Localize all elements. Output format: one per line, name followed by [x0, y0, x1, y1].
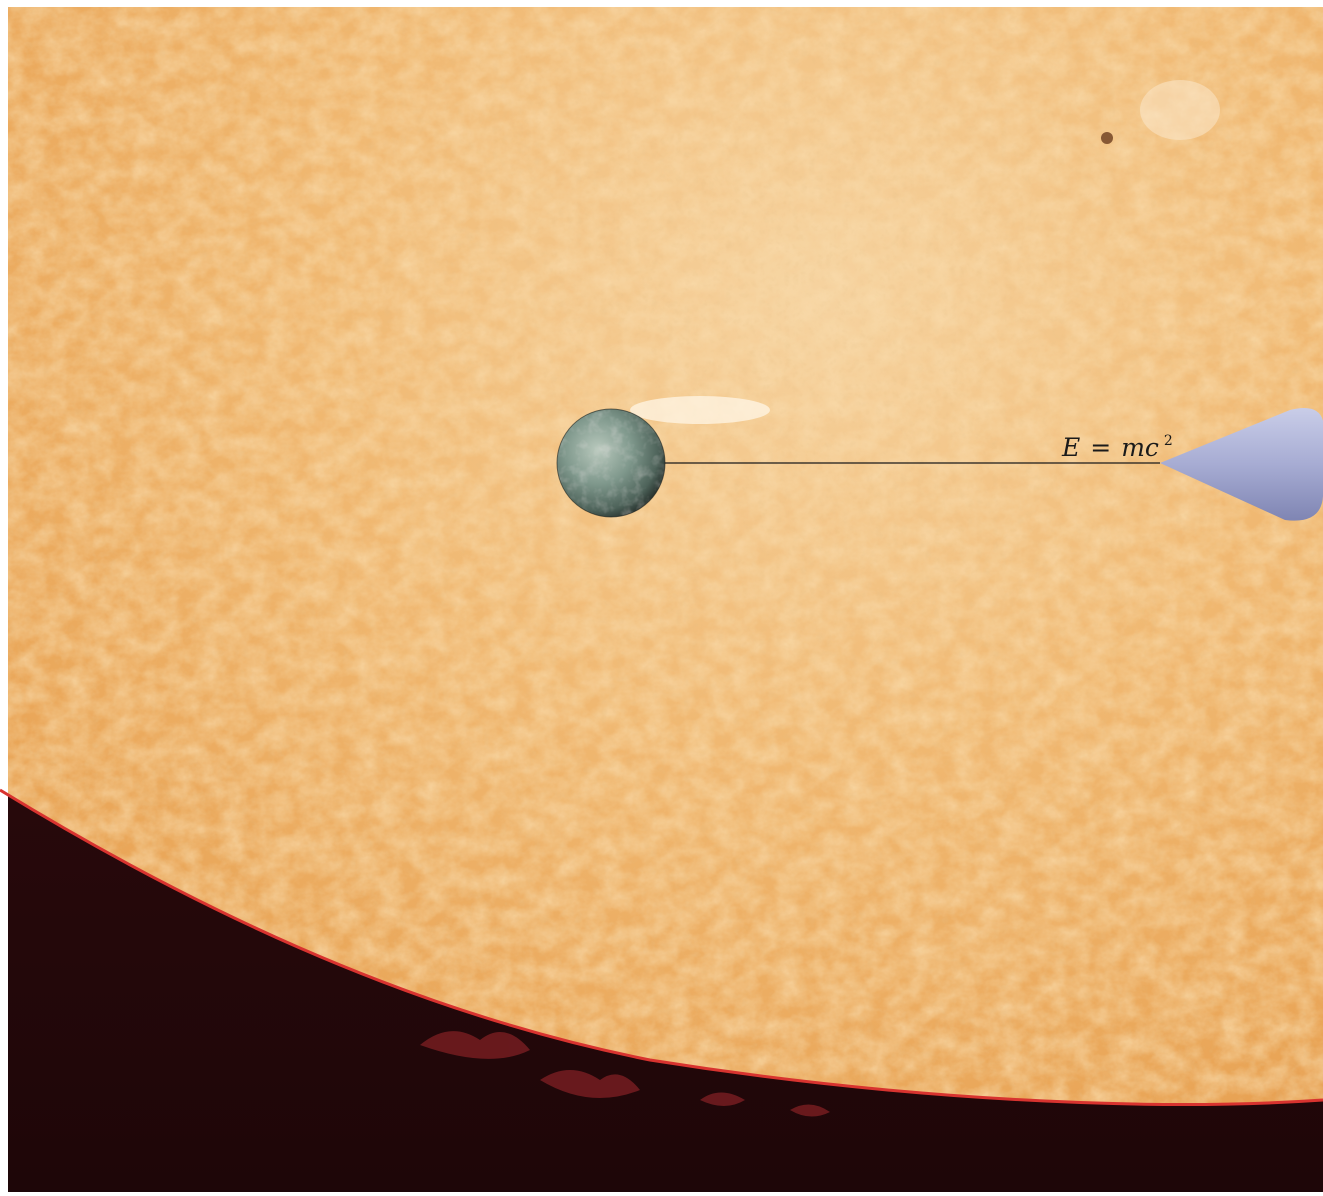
formula-label: E = mc 2 [1061, 433, 1173, 462]
planet [556, 408, 666, 518]
solar-prominences [420, 1031, 830, 1117]
sun-limb [0, 788, 1323, 1106]
formula-equals: = [1090, 433, 1111, 462]
formula-lhs: E [1061, 433, 1080, 462]
formula-exponent: 2 [1164, 433, 1173, 449]
formula-rhs: mc [1121, 433, 1159, 462]
cone-shape [1160, 408, 1323, 521]
svg-text:E = mc: E = mc 2 [1061, 433, 1173, 462]
